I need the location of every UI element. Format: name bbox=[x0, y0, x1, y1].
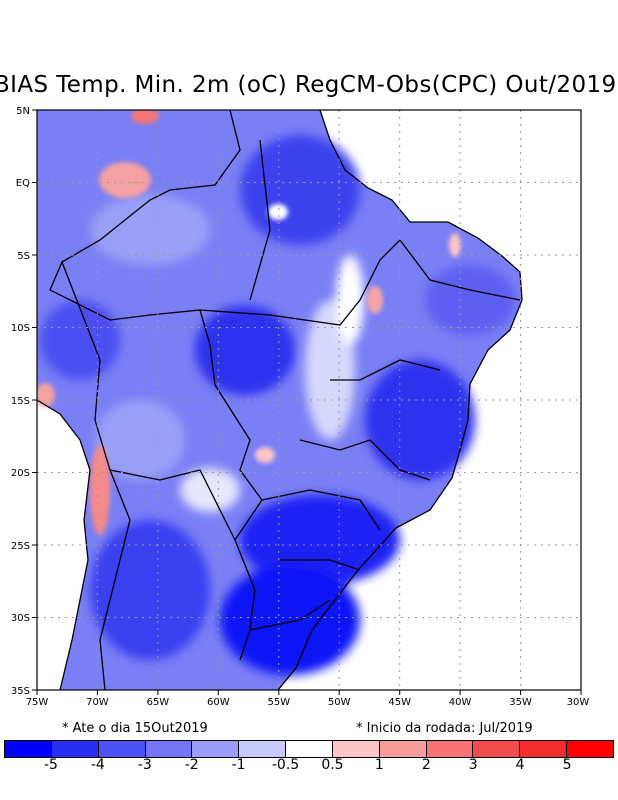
lon-label: 65W bbox=[147, 697, 170, 708]
run-start-note: * Inicio da rodada: Jul/2019 bbox=[356, 721, 533, 736]
warm-spot-andes bbox=[90, 445, 110, 535]
patch-southwest bbox=[90, 520, 210, 660]
colorbar-swatch bbox=[5, 741, 52, 757]
colorbar-labels: -5 -4 -3 -2 -1 -0.5 0.5 1 2 3 4 5 bbox=[4, 757, 614, 777]
colorbar-swatch bbox=[520, 741, 568, 757]
patch-white-ribbon bbox=[336, 255, 364, 345]
colorbar-tick-label: 0.5 bbox=[321, 757, 344, 773]
colorbar-swatch bbox=[426, 741, 474, 757]
colorbar-tick-label: -5 bbox=[43, 757, 58, 773]
end-date-note: * Ate o dia 15Out2019 bbox=[62, 721, 208, 736]
colorbar-tick-label: -2 bbox=[184, 757, 199, 773]
lon-label: 45W bbox=[388, 697, 411, 708]
lat-labels: 5N EQ 5S 10S 15S 20S 25S 30S 35S bbox=[11, 106, 30, 697]
lon-label: 60W bbox=[207, 697, 230, 708]
colorbar-swatch bbox=[567, 741, 613, 757]
warm-spot-pantanal bbox=[255, 447, 275, 463]
state-lines-5 bbox=[249, 599, 331, 631]
colorbar-swatch bbox=[473, 741, 521, 757]
colorbar-swatch bbox=[332, 741, 380, 757]
lat-label: 5S bbox=[17, 251, 30, 262]
state-lines-4 bbox=[280, 559, 361, 571]
lat-label: 5N bbox=[16, 106, 30, 117]
axis-ticks bbox=[32, 109, 582, 695]
coastline bbox=[37, 399, 91, 690]
lon-label: 35W bbox=[509, 697, 532, 708]
colorbar-swatch bbox=[379, 741, 427, 757]
lat-label: 25S bbox=[11, 541, 30, 552]
warm-spot-northeast bbox=[367, 286, 383, 314]
warm-spot-coast bbox=[449, 233, 461, 257]
map-title: BIAS Temp. Min. 2m (oC) RegCM-Obs(CPC) O… bbox=[0, 72, 617, 98]
colorbar-swatch bbox=[192, 741, 240, 757]
lat-label: 10S bbox=[11, 323, 30, 334]
brazil-border bbox=[49, 110, 263, 661]
colorbar-tick-label: 1 bbox=[374, 757, 384, 773]
boundary-lines bbox=[37, 110, 523, 690]
white-spot-amazon bbox=[268, 204, 288, 220]
patch-west-light bbox=[90, 195, 210, 265]
graticule bbox=[37, 110, 581, 690]
patch-andes-light bbox=[95, 400, 185, 480]
lon-label: 50W bbox=[328, 697, 351, 708]
patch-north-blue bbox=[240, 135, 360, 245]
colorbar-tick-label: -4 bbox=[90, 757, 105, 773]
lon-label: 55W bbox=[267, 697, 290, 708]
colorbar bbox=[4, 740, 614, 758]
lon-label: 70W bbox=[86, 697, 109, 708]
colorbar-tick-label: -0.5 bbox=[271, 757, 300, 773]
warm-spot-north bbox=[99, 162, 151, 198]
lat-label: 30S bbox=[11, 613, 30, 624]
patch-northeast bbox=[425, 265, 515, 335]
lon-labels: 75W 70W 65W 60W 55W 50W 45W 40W 35W 30W bbox=[26, 697, 590, 708]
state-lines-2 bbox=[299, 439, 431, 481]
argentina-border bbox=[109, 469, 236, 541]
colorbar-tick-label: 5 bbox=[562, 757, 572, 773]
colorbar-tick-label: 2 bbox=[421, 757, 431, 773]
colorbar-tick-label: -1 bbox=[231, 757, 246, 773]
patch-west-mid bbox=[40, 300, 120, 380]
colorbar-swatch bbox=[98, 741, 146, 757]
patch-south-dark-1 bbox=[240, 495, 400, 585]
state-lines-8 bbox=[330, 359, 441, 381]
colorbar-swatch bbox=[51, 741, 99, 757]
colorbar-swatch bbox=[286, 741, 333, 757]
colorbar-tick-label: 3 bbox=[468, 757, 478, 773]
lon-label: 75W bbox=[26, 697, 49, 708]
warm-spot-top bbox=[131, 110, 159, 124]
lat-label: 20S bbox=[11, 468, 30, 479]
patch-east-dark bbox=[365, 360, 475, 480]
lat-label: 15S bbox=[11, 396, 30, 407]
lon-label: 30W bbox=[567, 697, 590, 708]
colorbar-swatch bbox=[145, 741, 193, 757]
colorbar-tick-label: -3 bbox=[137, 757, 152, 773]
warm-spot-west bbox=[37, 383, 55, 407]
andes-border bbox=[61, 261, 131, 690]
state-lines-1 bbox=[199, 239, 401, 326]
state-lines-3 bbox=[261, 489, 381, 531]
lon-label: 40W bbox=[449, 697, 472, 708]
state-lines-7 bbox=[399, 239, 521, 301]
state-lines-6 bbox=[249, 139, 271, 301]
lat-label: 35S bbox=[11, 686, 30, 697]
colorbar-tick-label: 4 bbox=[515, 757, 525, 773]
colorbar-swatch bbox=[239, 741, 287, 757]
lat-label: EQ bbox=[16, 178, 30, 189]
